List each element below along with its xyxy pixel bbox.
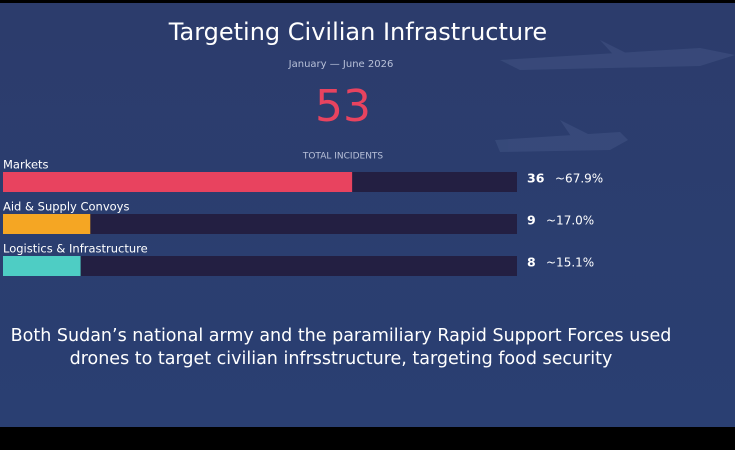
- category-label: Markets: [3, 158, 49, 172]
- share-label: ~67.9%: [555, 172, 603, 186]
- chart-title: Targeting Civilian Infrastructure: [168, 18, 547, 46]
- bar-track: [3, 256, 517, 276]
- value-label: 9: [527, 213, 536, 228]
- category-label: Aid & Supply Convoys: [3, 200, 129, 214]
- category-label: Logistics & Infrastructure: [3, 242, 148, 256]
- value-label: 36: [527, 171, 545, 186]
- value-label: 8: [527, 255, 536, 270]
- total: 53: [315, 81, 371, 132]
- subtitle: January — June 2026: [288, 59, 394, 70]
- share-label: ~17.0%: [546, 214, 594, 228]
- bar: [3, 256, 81, 276]
- bar-track: [3, 214, 517, 234]
- share-label: ~15.1%: [546, 256, 594, 270]
- bar: [3, 172, 353, 192]
- bar: [3, 214, 91, 234]
- total-label: TOTAL INCIDENTS: [302, 152, 384, 162]
- caption: Both Sudan’s national army and the param…: [10, 326, 672, 369]
- decoration: [495, 40, 735, 152]
